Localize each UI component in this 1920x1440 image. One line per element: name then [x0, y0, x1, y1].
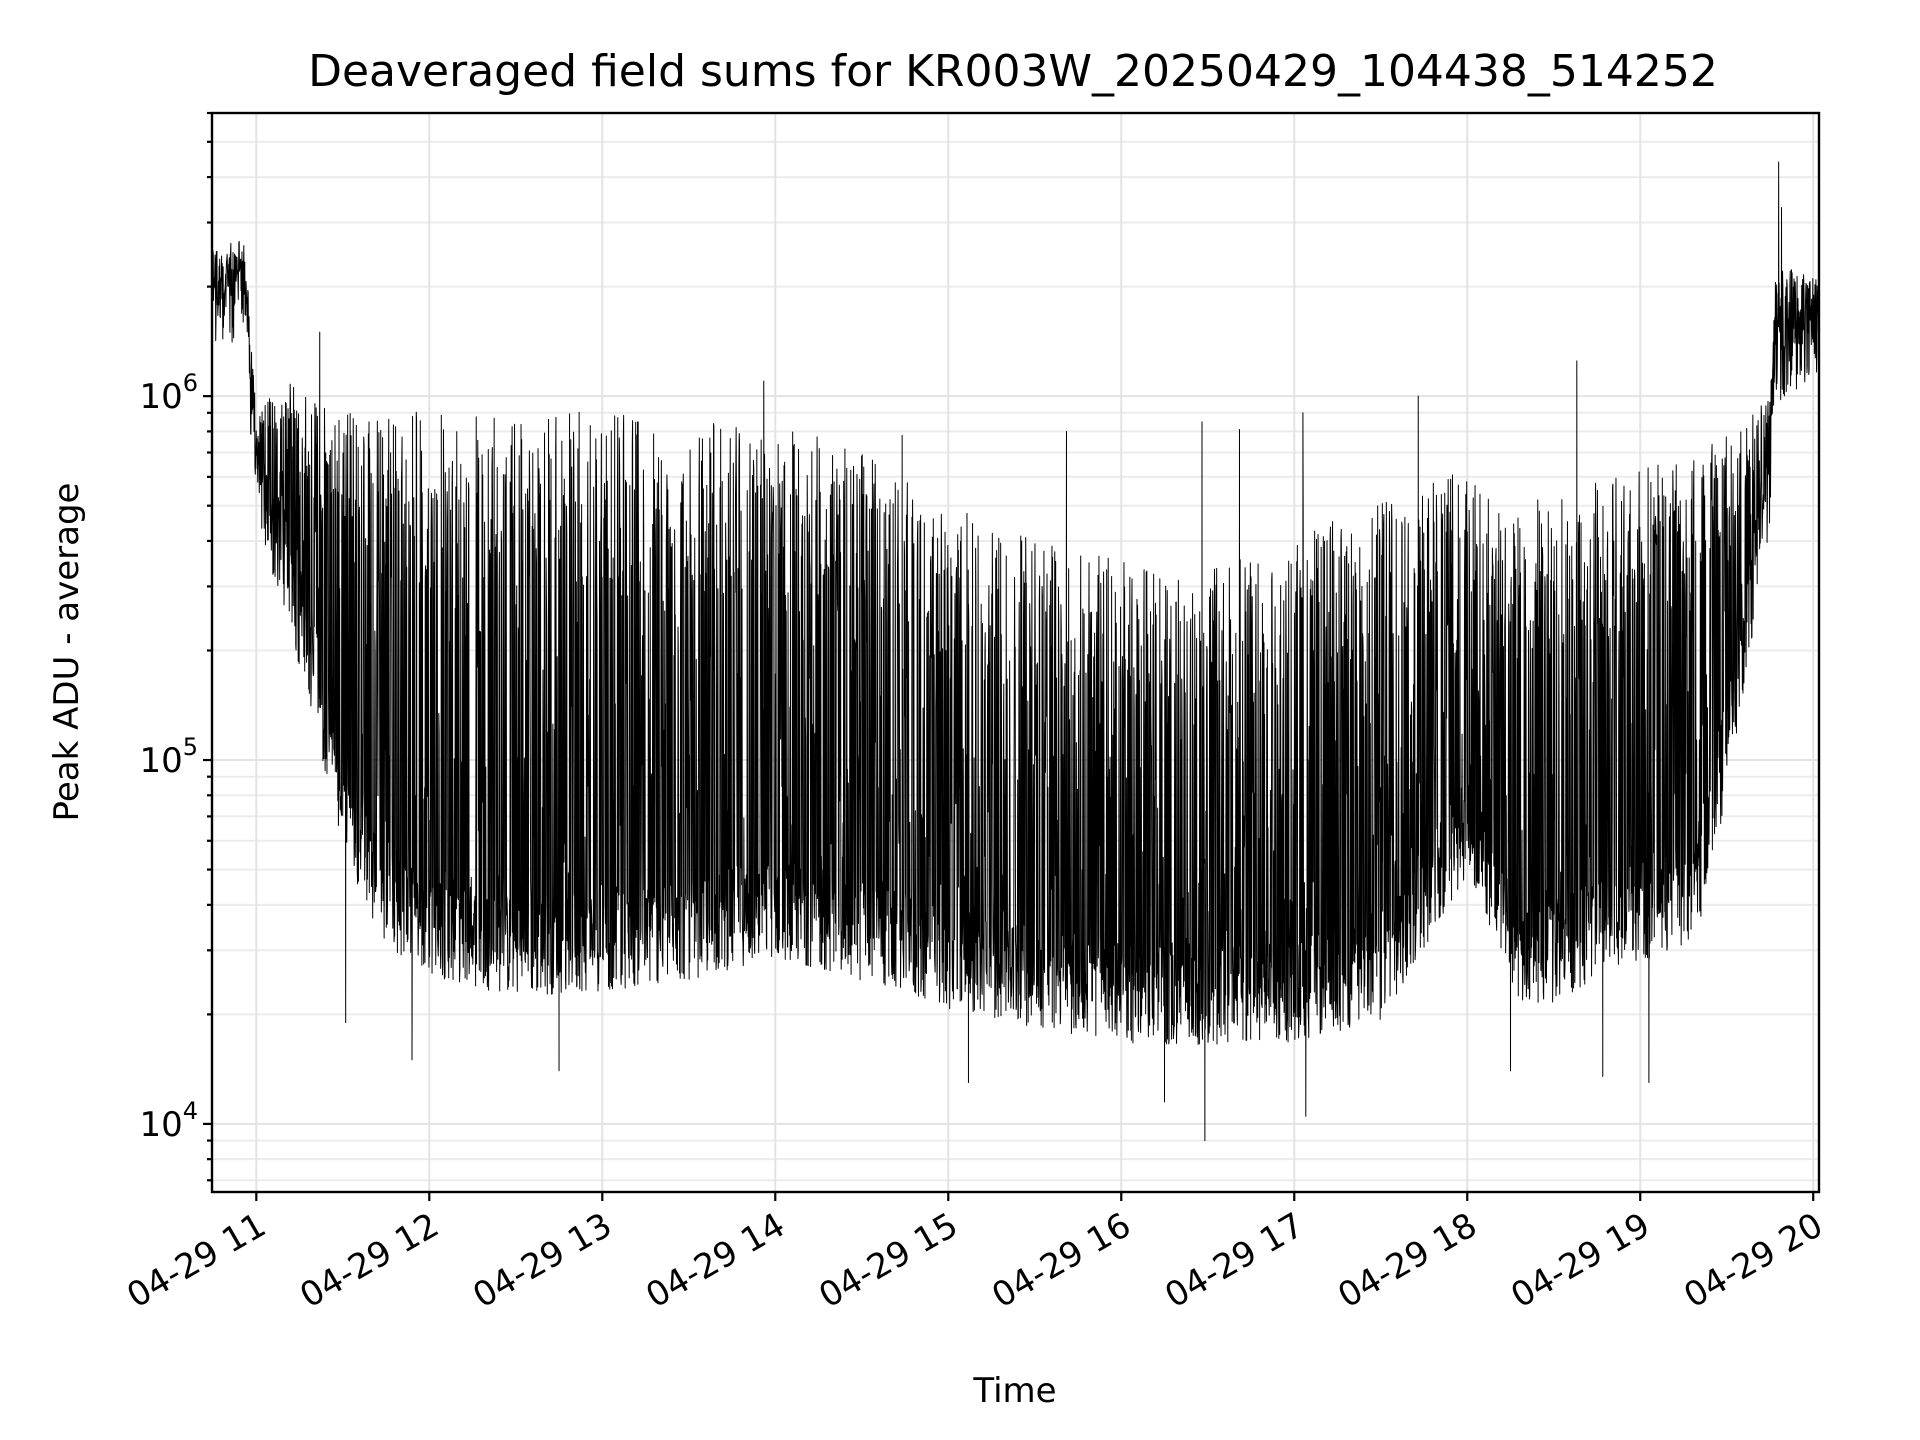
plot-frame — [210, 111, 1821, 1194]
y-tick-label-base: 10 — [139, 741, 182, 781]
x-axis-label: Time — [972, 1371, 1056, 1411]
y-tick-label-exponent: 5 — [183, 733, 198, 761]
y-tick-label-base: 10 — [139, 377, 182, 417]
y-tick-label-exponent: 6 — [183, 369, 198, 397]
y-tick-label-exponent: 4 — [183, 1097, 198, 1125]
plot-area: 04-29 11 04-29 12 04-29 13 04-29 14 04-29 15… — [120, 111, 1830, 1316]
series-line — [211, 161, 1820, 1142]
y-tick-label: 104 — [139, 1097, 198, 1145]
y-tick-label: 105 — [139, 733, 198, 781]
y-tick-label-base: 10 — [139, 1105, 182, 1145]
y-axis-label: Peak ADU - average — [47, 483, 87, 822]
y-tick-label: 106 — [139, 369, 198, 417]
data-series — [211, 161, 1820, 1142]
chart-title: Deaveraged field sums for KR003W_2025042… — [308, 46, 1718, 97]
